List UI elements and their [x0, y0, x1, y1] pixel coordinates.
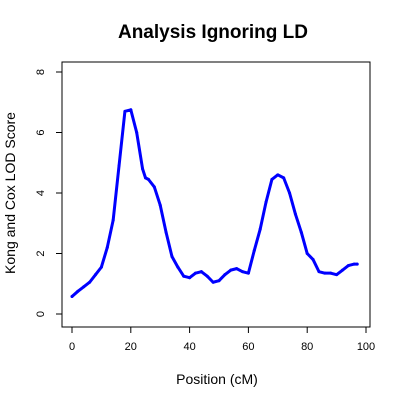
lod-data-point	[193, 271, 197, 275]
lod-data-point	[276, 173, 280, 177]
lod-data-point	[288, 191, 292, 195]
lod-score-line	[70, 108, 359, 298]
lod-data-point	[94, 273, 98, 277]
x-tick-label: 20	[125, 341, 137, 353]
lod-data-point	[164, 230, 168, 234]
x-tick-label: 80	[301, 341, 313, 353]
lod-data-point	[111, 218, 115, 222]
lod-data-point	[188, 276, 192, 280]
lod-data-point	[144, 176, 147, 180]
lod-data-point	[340, 268, 344, 272]
lod-data-point	[117, 164, 121, 168]
x-axis-title: Position (cM)	[176, 371, 258, 387]
x-tick-label: 0	[69, 341, 75, 353]
lod-data-point	[229, 268, 233, 272]
lod-data-point	[88, 280, 92, 284]
y-axis: 0 2 4 6 8	[35, 69, 63, 317]
lod-data-point	[205, 274, 209, 278]
lod-data-point	[129, 108, 133, 112]
lod-data-point	[141, 167, 145, 171]
lod-data-point	[76, 289, 80, 293]
chart-title: Analysis Ignoring LD	[118, 22, 308, 43]
lod-data-point	[105, 245, 109, 249]
x-tick-label: 60	[242, 341, 254, 353]
y-tick-label: 0	[35, 311, 47, 317]
y-tick-label: 6	[35, 129, 47, 135]
plot-frame	[61, 61, 371, 328]
lod-data-point	[355, 262, 359, 266]
lod-data-point	[241, 270, 245, 274]
lod-data-point	[170, 255, 174, 259]
lod-data-point	[223, 273, 227, 277]
lod-data-point	[293, 212, 297, 216]
lod-data-point	[352, 262, 356, 266]
lod-data-point	[176, 265, 180, 269]
lod-data-point	[299, 230, 303, 234]
lod-data-point	[317, 270, 321, 274]
lod-data-point	[158, 203, 162, 207]
y-tick-label: 8	[35, 69, 47, 75]
lod-data-point	[329, 271, 333, 275]
x-tick-label: 100	[357, 341, 375, 353]
lod-data-point	[270, 177, 274, 181]
lod-data-point	[335, 273, 339, 277]
lod-data-point	[70, 294, 74, 298]
y-axis-title: Kong and Cox LOD Score	[2, 112, 18, 274]
lod-data-point	[258, 227, 262, 231]
lod-data-point	[264, 200, 268, 204]
lod-data-point	[252, 248, 256, 252]
lod-data-point	[135, 131, 139, 134]
lod-data-point	[152, 185, 156, 189]
lod-data-point	[311, 258, 315, 262]
x-axis: 0 20 40 60 80 100	[69, 326, 375, 353]
lod-data-point	[82, 285, 86, 289]
lod-data-point	[199, 270, 203, 274]
series-layer	[70, 108, 359, 298]
lod-data-point	[323, 271, 327, 275]
y-tick-label: 4	[35, 190, 47, 196]
lod-data-point	[146, 177, 150, 181]
x-tick-label: 40	[183, 341, 195, 353]
lod-data-point	[235, 267, 239, 271]
lod-data-point	[99, 265, 103, 269]
lod-data-point	[246, 271, 250, 275]
lod-data-point	[305, 252, 309, 255]
lod-data-point	[217, 279, 221, 283]
lod-data-point	[346, 264, 350, 268]
lod-data-point	[282, 176, 286, 180]
lod-data-point	[211, 280, 215, 284]
lod-data-point	[123, 109, 127, 113]
y-tick-label: 2	[35, 250, 47, 256]
lod-data-point	[182, 274, 186, 278]
